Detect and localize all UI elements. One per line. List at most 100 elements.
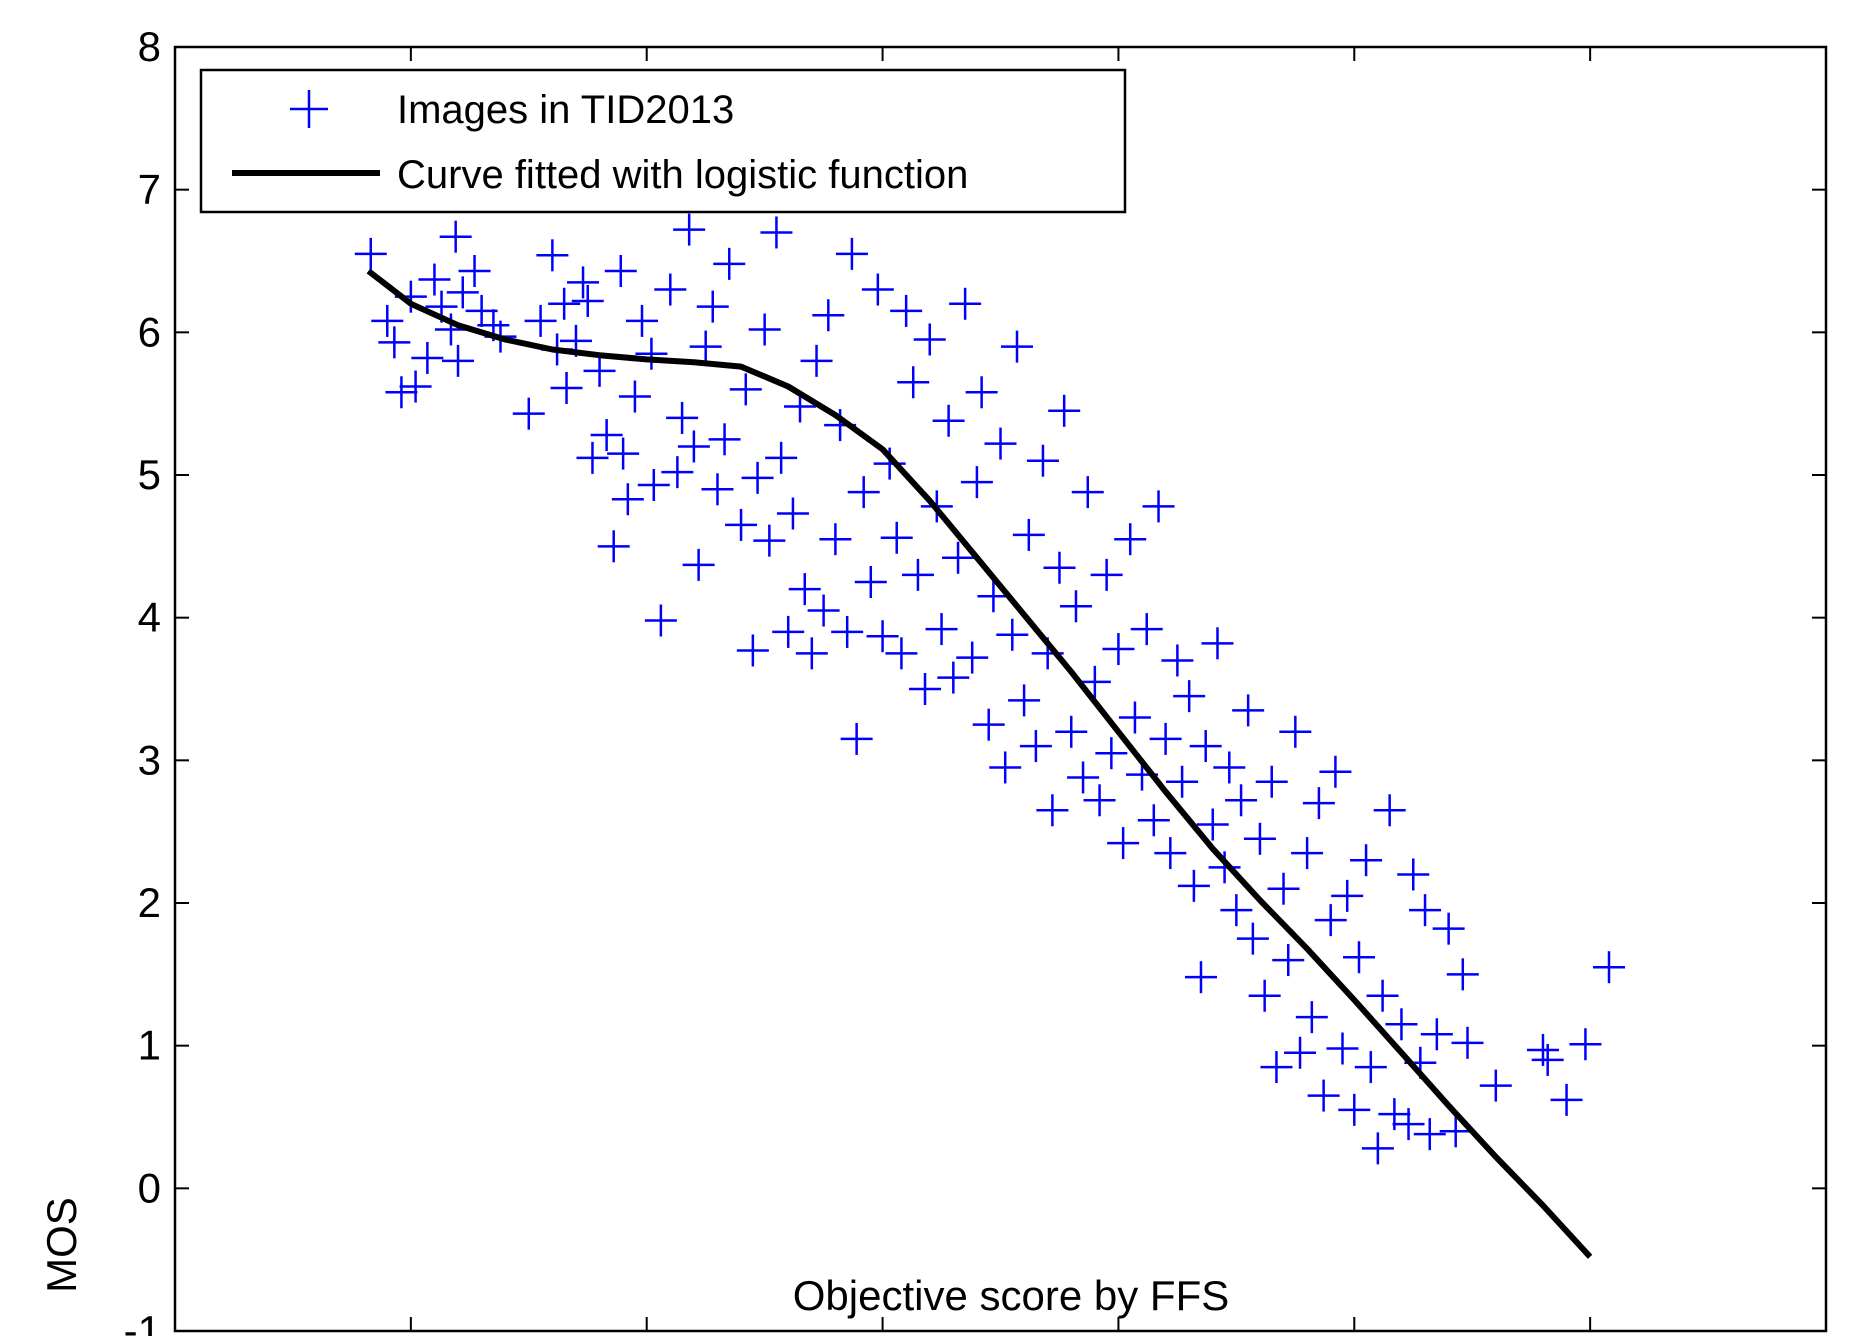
scatter-point xyxy=(1343,941,1376,974)
scatter-point xyxy=(604,254,637,287)
scatter-point xyxy=(1177,869,1210,902)
scatter-point xyxy=(1272,944,1305,977)
scatter-point xyxy=(1107,827,1140,860)
scatter-point xyxy=(1225,784,1258,817)
scatter-point xyxy=(583,354,616,387)
scatter-point xyxy=(1166,765,1199,798)
y-tick-label: -1 xyxy=(124,1307,161,1336)
scatter-point xyxy=(1260,1051,1293,1084)
scatter-point xyxy=(932,404,965,437)
scatter-point xyxy=(1114,523,1147,556)
scatter-point xyxy=(960,466,993,499)
scatter-point xyxy=(713,247,746,280)
scatter-point xyxy=(1048,394,1081,427)
scatter-point xyxy=(458,254,491,287)
y-tick-label: 8 xyxy=(138,23,161,70)
scatter-point xyxy=(861,273,894,306)
scatter-point xyxy=(1354,1051,1387,1084)
scatter-point xyxy=(1095,737,1128,770)
scatter-point xyxy=(725,508,758,541)
scatter-point xyxy=(819,523,852,556)
scatter-point xyxy=(1012,518,1045,551)
scatter-point xyxy=(666,401,699,434)
scatter-point xyxy=(661,456,694,489)
fitted-curve-line xyxy=(366,268,1593,1259)
scatter-point xyxy=(1154,837,1187,870)
y-axis-label: MOS xyxy=(38,1197,85,1293)
scatter-point xyxy=(385,376,418,409)
scatter-point xyxy=(890,294,923,327)
axes-frame xyxy=(173,45,1828,1333)
scatter-point xyxy=(1331,879,1364,912)
scatter-point xyxy=(925,613,958,646)
y-tick-label: 2 xyxy=(138,879,161,926)
scatter-point xyxy=(597,530,630,563)
scatter-point xyxy=(760,216,793,249)
scatter-point xyxy=(772,615,805,648)
scatter-point xyxy=(1142,490,1175,523)
scatter-point xyxy=(1036,794,1069,827)
scatter-point xyxy=(800,344,833,377)
scatter-point xyxy=(1409,894,1442,927)
scatter-point xyxy=(1001,330,1034,363)
legend-scatter-marker xyxy=(290,90,328,128)
legend-box xyxy=(199,68,1127,214)
scatter-point xyxy=(418,263,451,296)
scatter-point xyxy=(550,371,583,404)
scatter-point xyxy=(942,541,975,574)
scatter-point xyxy=(847,476,880,509)
scatter-point xyxy=(1232,694,1265,727)
scatter-point xyxy=(611,483,644,516)
scatter-point xyxy=(1137,804,1170,837)
scatter-point xyxy=(1307,1079,1340,1112)
scatter-point xyxy=(1255,765,1288,798)
scatter-point xyxy=(567,266,600,299)
scatter-point xyxy=(399,370,432,403)
y-tick-label: 7 xyxy=(138,166,161,213)
scatter-point xyxy=(1149,722,1182,755)
scatter-point xyxy=(618,380,651,413)
scatter-point xyxy=(1373,794,1406,827)
scatter-point xyxy=(1067,761,1100,794)
scatter-point xyxy=(748,313,781,346)
scatter-point xyxy=(1118,701,1151,734)
scatter-point xyxy=(701,473,734,506)
y-tick-label: 3 xyxy=(138,736,161,783)
scatter-point xyxy=(1350,844,1383,877)
scatter-point xyxy=(1161,644,1194,677)
scatter-point xyxy=(654,273,687,306)
scatter-point xyxy=(1090,558,1123,591)
scatter-point xyxy=(1019,730,1052,763)
scatter-point xyxy=(1326,1032,1359,1065)
scatter-point xyxy=(1008,684,1041,717)
scatter-point xyxy=(1439,1115,1472,1148)
scatter-point xyxy=(866,620,899,653)
scatter-point xyxy=(1173,680,1206,713)
scatter-point xyxy=(831,615,864,648)
scatter-point xyxy=(1078,665,1111,698)
scatter-point xyxy=(696,290,729,323)
scatter-point xyxy=(371,304,404,337)
scatter-point xyxy=(635,337,668,370)
scatter-point xyxy=(1043,551,1076,584)
scatter-point xyxy=(512,397,545,430)
scatter-point xyxy=(1366,979,1399,1012)
scatter-point xyxy=(1319,755,1352,788)
scatter-point xyxy=(524,304,557,337)
legend-curve-label: Curve fitted with logistic function xyxy=(397,153,968,197)
scatter-point xyxy=(972,708,1005,741)
scatter-point xyxy=(1413,1118,1446,1151)
scatter-point xyxy=(788,573,821,606)
scatter-point xyxy=(996,618,1029,651)
scatter-point xyxy=(880,521,913,554)
scatter-point xyxy=(548,287,581,320)
scatter-point xyxy=(1531,1043,1564,1076)
scatter-point xyxy=(885,637,918,670)
scatter-point xyxy=(1385,1008,1418,1041)
scatter-point xyxy=(442,344,475,377)
scatter-point xyxy=(411,342,444,375)
scatter-point xyxy=(571,284,604,317)
scatter-point xyxy=(439,220,472,253)
